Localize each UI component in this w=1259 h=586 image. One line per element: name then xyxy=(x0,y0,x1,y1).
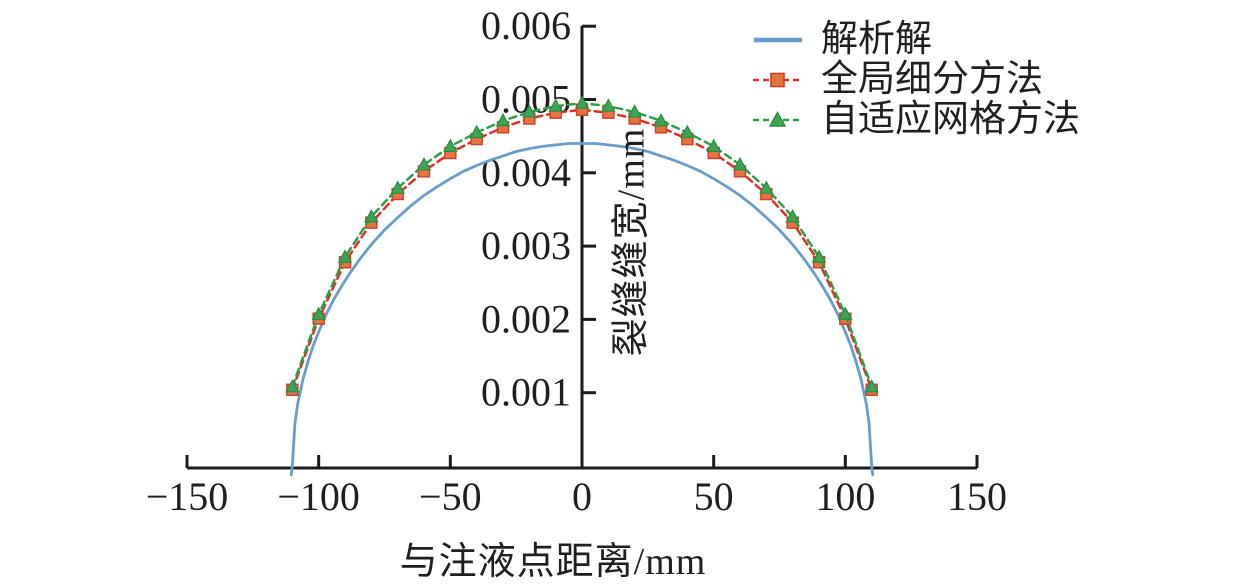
dashed-square-swatch-icon xyxy=(753,72,803,88)
series-marker-triangle xyxy=(785,209,800,223)
legend-item-analytical: 解析解 xyxy=(751,20,1080,60)
x-tick-label: 0 xyxy=(572,474,592,519)
y-tick-label: 0.004 xyxy=(481,150,571,195)
series-marker-triangle xyxy=(469,124,484,139)
series-marker-triangle xyxy=(680,124,695,139)
legend: 解析解 全局细分方法 自适应网格方法 xyxy=(751,20,1080,140)
series-marker-triangle xyxy=(390,180,405,194)
series-marker-triangle xyxy=(706,138,721,153)
y-tick-label: 0.006 xyxy=(481,3,571,48)
x-tick-label: 100 xyxy=(815,474,875,519)
series-marker-triangle xyxy=(732,156,748,171)
legend-label-analytical: 解析解 xyxy=(821,19,932,60)
series-marker-triangle xyxy=(864,379,879,393)
series-marker-triangle xyxy=(811,249,827,263)
series-marker-triangle xyxy=(364,209,379,223)
x-tick-label: 150 xyxy=(947,474,1007,519)
series-marker-triangle xyxy=(653,112,669,127)
x-tick-label: −100 xyxy=(277,474,360,519)
series-marker-triangle xyxy=(627,104,642,118)
series-marker-triangle xyxy=(522,104,537,118)
series-marker-triangle xyxy=(285,379,300,393)
series-marker-triangle xyxy=(548,98,563,112)
solid-line-swatch-icon xyxy=(754,37,802,43)
x-axis-title: 与注液点距离/mm xyxy=(399,541,707,583)
y-axis-title: 裂缝缝宽/mm xyxy=(610,127,653,357)
x-tick-label: −50 xyxy=(419,474,482,519)
y-tick-label: 0.002 xyxy=(481,296,571,341)
series-marker-triangle xyxy=(838,306,853,320)
series-line-0 xyxy=(289,142,875,477)
x-tick-label: 50 xyxy=(694,474,734,519)
series-marker-triangle xyxy=(416,156,432,171)
series-marker-triangle xyxy=(311,306,326,320)
x-tick-label: −150 xyxy=(146,474,229,519)
legend-item-global-refinement: 全局细分方法 xyxy=(751,60,1080,100)
series-marker-triangle xyxy=(495,112,511,127)
legend-item-adaptive-mesh: 自适应网格方法 xyxy=(751,100,1080,140)
y-tick-label: 0.003 xyxy=(481,223,571,268)
series-marker-triangle xyxy=(601,98,616,112)
dashed-triangle-swatch-icon xyxy=(753,111,803,127)
series-marker-triangle xyxy=(759,180,774,194)
y-tick-label: 0.001 xyxy=(481,370,571,415)
legend-label-adaptive-mesh: 自适应网格方法 xyxy=(821,99,1080,140)
legend-label-global-refinement: 全局细分方法 xyxy=(821,59,1043,100)
series-marker-triangle xyxy=(574,95,590,109)
series-marker-triangle xyxy=(443,138,458,153)
series-marker-triangle xyxy=(337,249,353,263)
